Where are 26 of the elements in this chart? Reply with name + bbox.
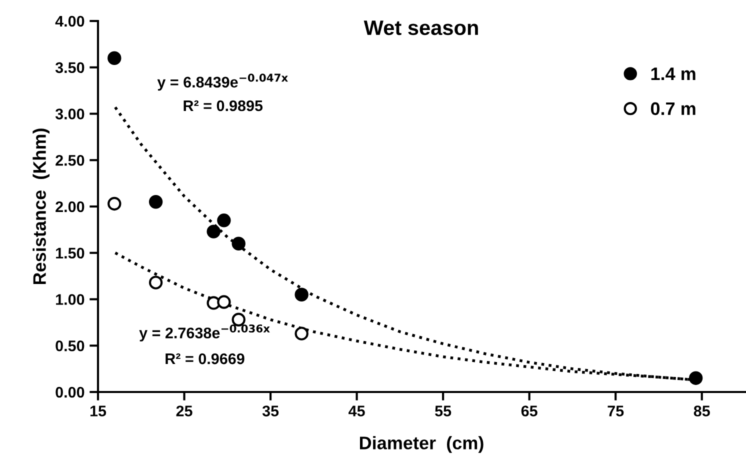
- annotation: R² = 0.9895: [184, 100, 263, 112]
- x-tick-label: 55: [435, 406, 452, 416]
- y-tick-label: 2.00: [56, 201, 84, 212]
- x-tick-label: 35: [262, 406, 279, 416]
- legend-label: 1.4 m: [651, 68, 696, 80]
- chart-title: Wet season: [364, 20, 478, 36]
- y-tick-label: 3.50: [55, 62, 84, 74]
- legend-label: 0.7 m: [650, 102, 696, 116]
- y-tick-label: 1.50: [56, 248, 84, 259]
- x-tick-label: 15: [90, 406, 106, 416]
- annotation: y = 6.8439e$^{−0.047x}$: [157, 74, 288, 91]
- y-tick-label: 1.00: [56, 294, 84, 305]
- x-tick-label: 65: [521, 406, 538, 416]
- y-tick-label: 2.50: [56, 154, 84, 166]
- annotation: R² = 0.9669: [166, 353, 244, 364]
- y-axis-title: Resistance (Khm): [32, 128, 50, 284]
- x-axis-title: Diameter (cm): [360, 436, 484, 453]
- y-tick-label: 0.50: [56, 340, 84, 352]
- y-tick-label: 3.00: [55, 108, 84, 120]
- y-tick-label: 0.00: [56, 386, 84, 398]
- y-tick-label: 4.00: [55, 16, 84, 27]
- x-tick-label: 25: [176, 406, 192, 416]
- annotation: y = 2.7638e$^{−0.036x}$: [139, 324, 270, 342]
- x-tick-label: 85: [694, 406, 710, 416]
- x-tick-label: 45: [348, 406, 365, 416]
- x-tick-label: 75: [608, 406, 624, 416]
